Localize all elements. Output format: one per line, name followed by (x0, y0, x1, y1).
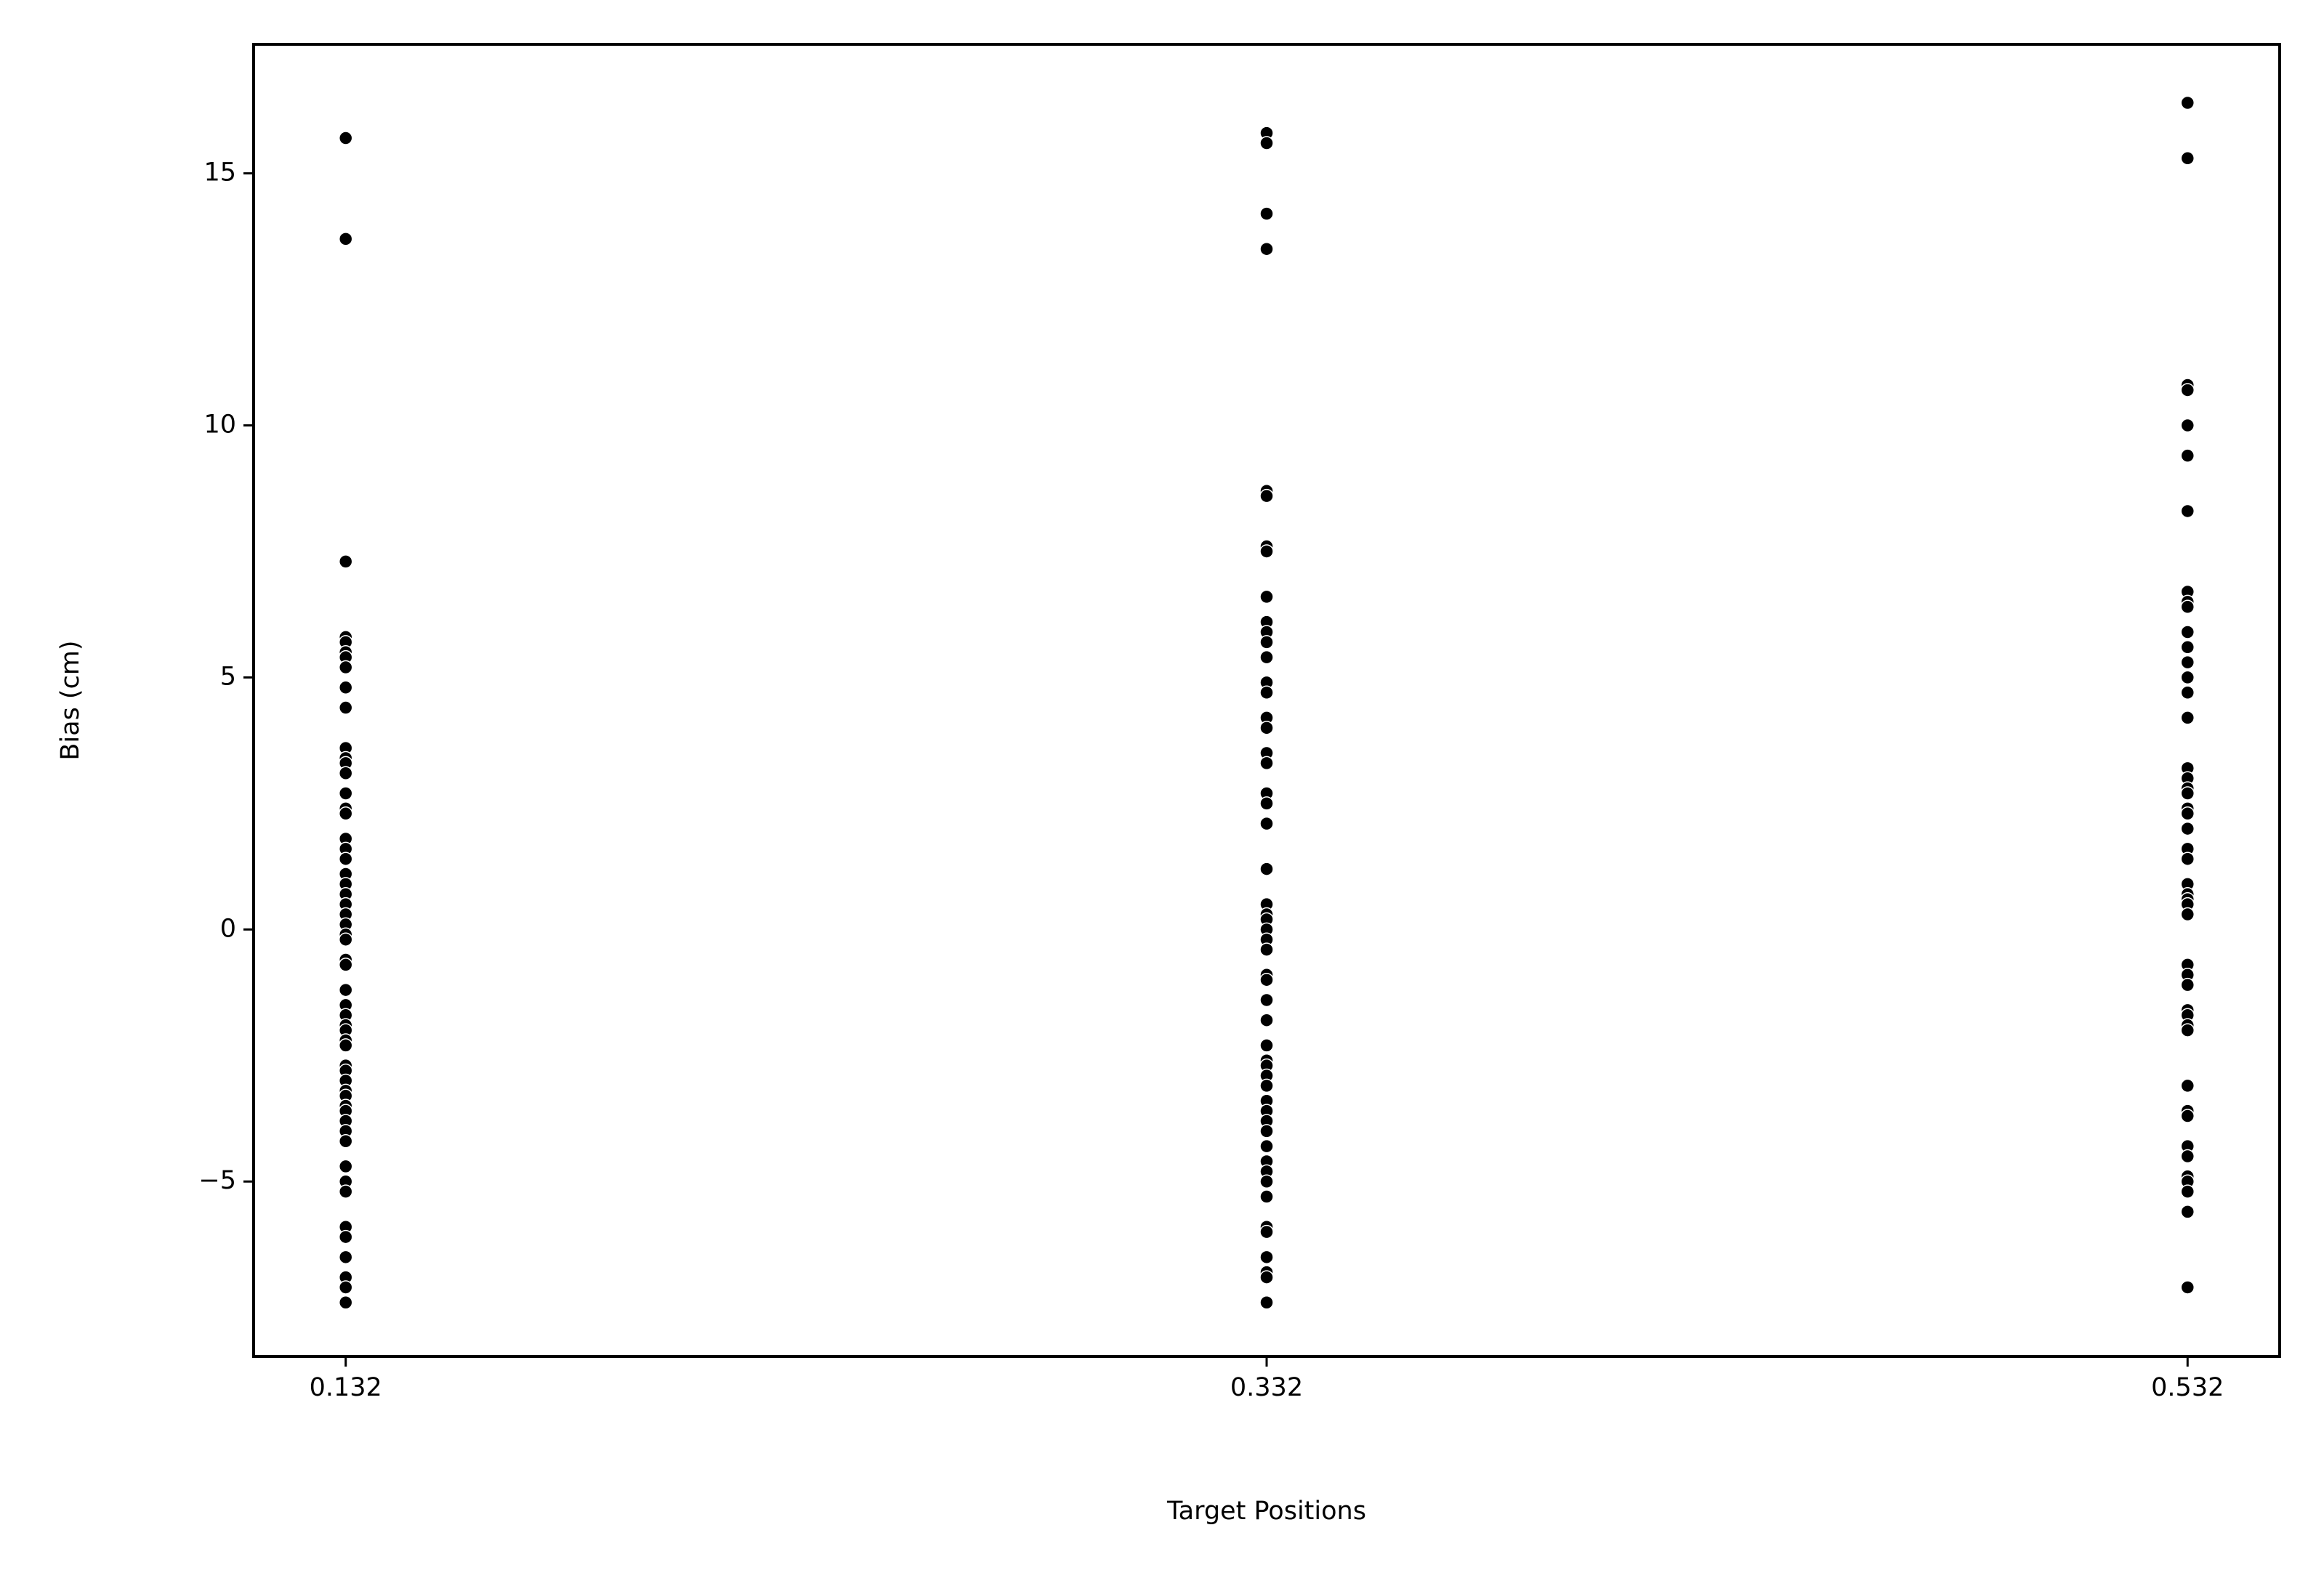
point (1259, 992, 1274, 1008)
x-axis-label: Target Positions (1166, 1497, 1366, 1526)
y-tick-label: 15 (203, 158, 236, 187)
point (1259, 721, 1274, 735)
point (1259, 816, 1274, 831)
point (2180, 1205, 2195, 1219)
point (2180, 383, 2195, 397)
point (338, 1250, 353, 1265)
point (1259, 488, 1274, 503)
point (338, 232, 353, 246)
point (2180, 503, 2195, 519)
point (1259, 1174, 1274, 1189)
y-tick-label: −5 (198, 1166, 236, 1195)
point (2180, 448, 2195, 463)
point (1259, 1224, 1274, 1239)
point (338, 1280, 353, 1295)
point (1259, 544, 1274, 559)
point (2180, 95, 2195, 110)
point (1259, 862, 1274, 876)
point (338, 806, 353, 821)
point (338, 982, 353, 998)
point (2180, 851, 2195, 866)
point (338, 554, 353, 569)
point (1259, 650, 1274, 665)
point (2180, 1149, 2195, 1164)
point (1259, 685, 1274, 700)
point (2180, 655, 2195, 670)
y-axis-label: Bias (cm) (56, 640, 85, 760)
point (338, 786, 353, 801)
point (1259, 1013, 1274, 1027)
point (338, 680, 353, 695)
x-tick-label: 0.132 (310, 1373, 382, 1402)
point (1259, 589, 1274, 604)
point (1259, 1138, 1274, 1154)
point (2180, 907, 2195, 922)
point (1259, 241, 1274, 256)
point (338, 1038, 353, 1053)
point (2180, 685, 2195, 700)
point (1259, 1250, 1274, 1265)
point (2180, 806, 2195, 821)
point (2180, 821, 2195, 836)
y-tick-label: 0 (220, 914, 236, 943)
point (338, 851, 353, 866)
point (1259, 756, 1274, 771)
point (1259, 206, 1274, 221)
point (2180, 625, 2195, 639)
point (1259, 1124, 1274, 1138)
point (2180, 977, 2195, 992)
point (1259, 136, 1274, 150)
point (2180, 151, 2195, 166)
point (1259, 1078, 1274, 1093)
point (338, 766, 353, 781)
point (2180, 1280, 2195, 1295)
point (338, 958, 353, 972)
point (338, 1295, 353, 1310)
point (2180, 1184, 2195, 1199)
point (2180, 786, 2195, 801)
point (338, 1133, 353, 1149)
point (1259, 942, 1274, 957)
point (2180, 640, 2195, 655)
point (1259, 1189, 1274, 1204)
point (1259, 1270, 1274, 1284)
y-tick-label: 10 (203, 410, 236, 440)
point (2180, 1023, 2195, 1037)
point (338, 1229, 353, 1245)
point (2180, 599, 2195, 615)
point (338, 1159, 353, 1174)
point (1259, 1038, 1274, 1053)
plot-frame (252, 43, 2281, 1358)
point (2180, 670, 2195, 685)
point (2180, 1109, 2195, 1123)
point (338, 1184, 353, 1199)
point (338, 660, 353, 675)
point (1259, 1295, 1274, 1310)
point (2180, 1078, 2195, 1093)
x-tick-label: 0.332 (1230, 1373, 1303, 1402)
y-tick-label: 5 (220, 662, 236, 691)
point (338, 932, 353, 947)
point (1259, 635, 1274, 650)
point (1259, 972, 1274, 987)
point (2180, 711, 2195, 725)
point (338, 131, 353, 145)
point (338, 700, 353, 715)
x-tick-label: 0.532 (2151, 1373, 2224, 1402)
point (2180, 418, 2195, 433)
point (1259, 796, 1274, 811)
